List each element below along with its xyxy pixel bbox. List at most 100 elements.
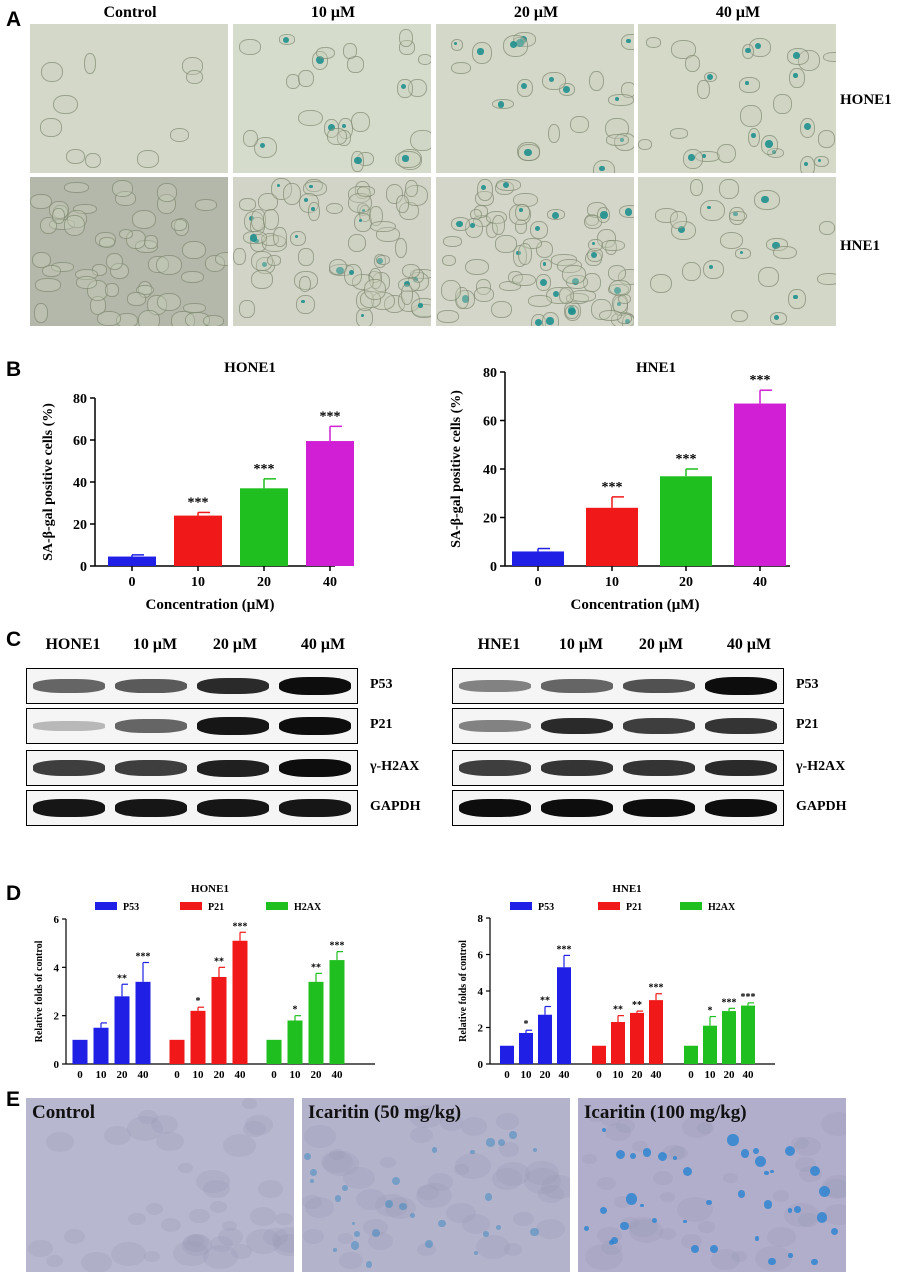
cell-shape xyxy=(40,118,62,137)
bar xyxy=(108,556,156,566)
sa-gal-stain-dot xyxy=(333,1248,337,1252)
cell-shape xyxy=(450,38,464,51)
sa-gal-stain-dot xyxy=(409,1213,415,1218)
micrograph-tile xyxy=(30,24,228,173)
tissue-texture xyxy=(338,1252,363,1270)
sa-gal-stain-dot xyxy=(626,38,631,44)
bar xyxy=(538,1014,552,1064)
y-tick-label: 80 xyxy=(483,366,497,381)
cell-shape xyxy=(401,263,420,279)
cell-shape xyxy=(33,302,48,323)
x-tick-label: 20 xyxy=(632,1069,644,1080)
protein-chart-hne1: HNE1 P53 P21 H2AX 0 2 4 6 8 Relative folds of con… xyxy=(458,883,775,1080)
tissue-texture xyxy=(183,1233,209,1253)
sa-gal-stain-dot xyxy=(249,234,258,242)
sa-gal-stain-dot xyxy=(818,158,822,162)
tissue-texture xyxy=(362,1218,388,1237)
cell-shape xyxy=(608,280,632,297)
sa-gal-stain-dot xyxy=(354,156,362,165)
sa-gal-stain-dot xyxy=(351,1222,355,1226)
tissue-texture xyxy=(824,1204,846,1225)
cell-shape xyxy=(788,289,806,310)
col-header-40um: 40 μM xyxy=(715,4,761,21)
micrograph-tile xyxy=(638,177,836,326)
x-tick-label: 10 xyxy=(96,1069,108,1080)
tissue-texture xyxy=(660,1192,675,1203)
cell-shape xyxy=(239,39,262,56)
cell-shape xyxy=(376,254,390,265)
bar xyxy=(630,1012,644,1064)
tissue-texture xyxy=(222,1221,237,1232)
bar xyxy=(734,403,786,566)
bar xyxy=(722,1011,736,1064)
hne1-blot-strip xyxy=(452,668,784,704)
tissue-texture xyxy=(138,1109,159,1124)
cell-shape xyxy=(542,72,566,90)
bar xyxy=(306,441,354,566)
tissue-texture xyxy=(45,1254,63,1267)
sa-gal-stain-dot xyxy=(535,318,543,326)
sa-gal-stain-dot xyxy=(803,161,808,166)
tissue-texture xyxy=(658,1228,676,1241)
bar xyxy=(500,1045,514,1064)
x-tick-label: 0 xyxy=(596,1069,602,1080)
protein-band xyxy=(115,760,187,776)
chart-title: HONE1 xyxy=(191,883,229,895)
bar xyxy=(703,1025,717,1064)
tissue-texture xyxy=(81,1251,113,1272)
cell-shape xyxy=(703,259,725,280)
legend-label: H2AX xyxy=(294,902,322,913)
sa-gal-stain-dot xyxy=(819,1186,831,1198)
sa-gal-stain-dot xyxy=(496,1225,501,1230)
cell-shape xyxy=(127,292,147,306)
x-tick-label: 10 xyxy=(191,575,205,590)
cell-shape xyxy=(700,199,725,222)
protein-band xyxy=(33,799,105,817)
sa-gal-stain-dot xyxy=(816,1212,828,1223)
hne1-lane-header: HNE1 xyxy=(477,636,521,653)
bar xyxy=(72,1039,88,1064)
y-tick-label: 8 xyxy=(478,913,484,925)
protein-band xyxy=(115,719,187,733)
sa-gal-stain-dot xyxy=(745,81,749,85)
tissue-texture xyxy=(273,1233,294,1257)
sa-gal-stain-dot xyxy=(678,226,686,234)
significance-label: *** xyxy=(676,452,697,467)
sa-gal-stain-dot xyxy=(546,317,554,325)
sa-gal-stain-dot xyxy=(590,251,598,258)
significance-label: ** xyxy=(311,962,321,973)
legend-swatch xyxy=(95,902,117,910)
tissue-texture xyxy=(258,1180,284,1198)
sa-gal-stain-dot xyxy=(754,1155,766,1167)
chart-title: HNE1 xyxy=(612,883,641,895)
hone1-band-label: P21 xyxy=(370,717,393,732)
tissue-texture xyxy=(616,1119,636,1133)
tissue-texture xyxy=(541,1174,570,1200)
cell-shape xyxy=(646,36,662,48)
tissue-texture xyxy=(446,1202,476,1224)
x-tick-label: 40 xyxy=(651,1069,663,1080)
sa-gal-stain-dot xyxy=(774,315,780,321)
tissue-texture xyxy=(160,1217,181,1232)
x-tick-label: 10 xyxy=(705,1069,717,1080)
tissue-texture xyxy=(628,1218,663,1243)
protein-chart-hone1: HONE1 P53 P21 H2AX 0 2 4 6 Relative folds of con… xyxy=(34,883,375,1080)
cell-shape xyxy=(51,262,75,273)
cell-shape xyxy=(239,300,255,318)
panel-label-b: B xyxy=(6,358,22,381)
protein-band xyxy=(197,759,269,777)
cell-shape xyxy=(599,309,622,322)
tissue-texture xyxy=(243,1121,267,1138)
sa-gal-stain-dot xyxy=(354,1231,360,1238)
cell-shape xyxy=(495,235,517,253)
tissue-texture xyxy=(367,1232,393,1250)
tissue-texture xyxy=(262,1228,288,1246)
protein-band xyxy=(115,679,187,693)
y-tick-label: 6 xyxy=(478,950,484,962)
bar xyxy=(190,1010,206,1064)
micrograph-tile xyxy=(436,177,634,326)
cell-shape xyxy=(822,52,836,63)
cell-shape xyxy=(74,268,99,281)
bar xyxy=(211,977,227,1064)
tissue-texture xyxy=(491,1168,523,1190)
